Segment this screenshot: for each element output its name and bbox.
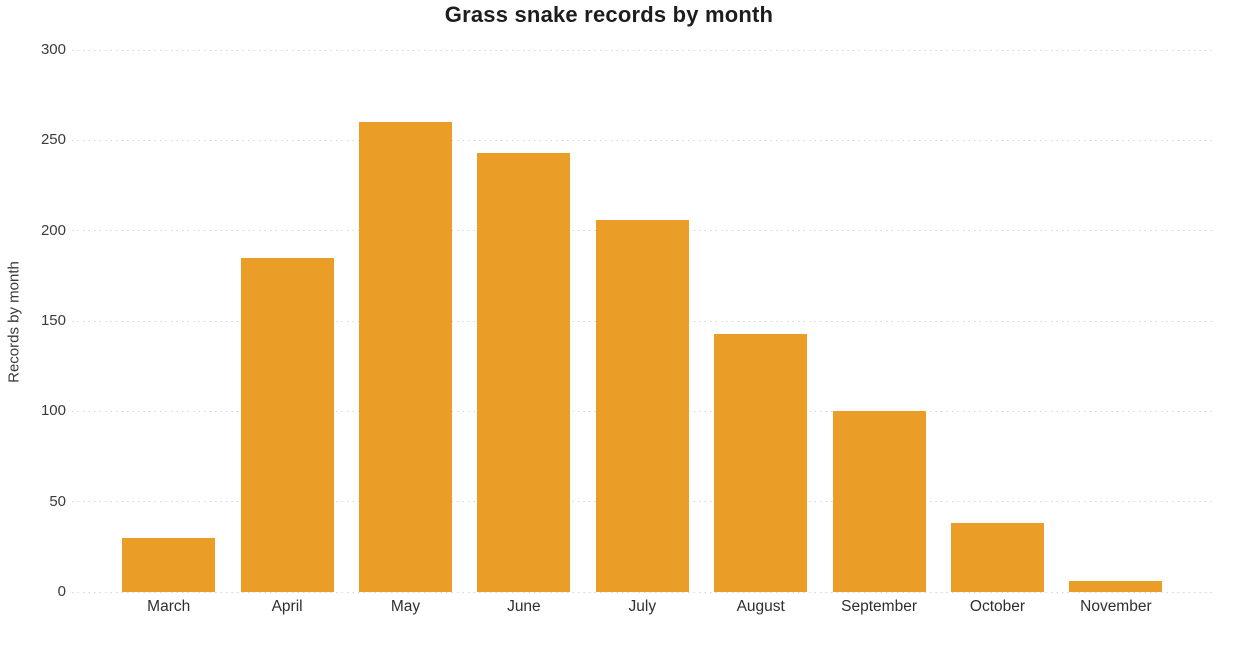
x-tick-label-august: August — [736, 598, 785, 615]
y-tick-label-150: 150 — [40, 312, 66, 329]
chart-title: Grass snake records by month — [444, 2, 774, 27]
x-tick-label-march: March — [147, 598, 191, 615]
bar-august[interactable] — [714, 333, 808, 592]
gridline-0 — [72, 591, 1212, 593]
x-tick-label-november: November — [1080, 598, 1152, 615]
bar-june[interactable] — [477, 152, 571, 592]
x-tick-label-may: May — [390, 598, 421, 615]
x-tick-label-september: September — [841, 598, 917, 615]
y-tick-label-300: 300 — [40, 41, 66, 58]
y-tick-label-50: 50 — [49, 492, 66, 510]
y-tick-label-0: 0 — [57, 583, 66, 600]
bar-november[interactable] — [1069, 581, 1163, 592]
x-tick-label-july: July — [628, 598, 657, 615]
bar-september[interactable] — [832, 411, 926, 592]
y-tick-label-250: 250 — [40, 131, 66, 149]
x-tick-label-june: June — [507, 598, 541, 615]
gridline-250 — [72, 139, 1212, 141]
y-tick-label-100: 100 — [40, 402, 66, 420]
gridline-300 — [72, 49, 1212, 51]
x-tick-label-april: April — [271, 598, 303, 615]
x-tick-label-october: October — [969, 598, 1026, 615]
bar-july[interactable] — [595, 219, 689, 592]
bar-october[interactable] — [951, 523, 1044, 592]
bar-may[interactable] — [359, 122, 452, 592]
y-tick-label-200: 200 — [40, 221, 66, 239]
bar-april[interactable] — [240, 257, 334, 592]
bar-march[interactable] — [122, 537, 216, 592]
